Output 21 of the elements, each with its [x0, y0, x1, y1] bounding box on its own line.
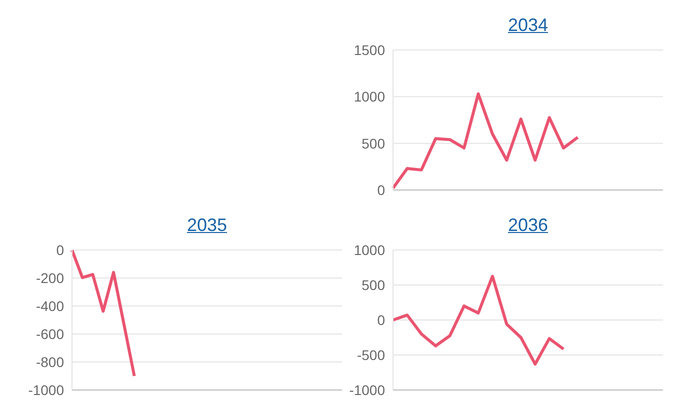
- y-tick-label: -1000: [349, 382, 386, 398]
- chart-title: 2034: [506, 14, 550, 37]
- y-tick-label: 1000: [354, 88, 386, 105]
- line-series: [392, 274, 566, 366]
- y-tick-label: -1000: [28, 382, 64, 398]
- y-tick-label: 1500: [354, 42, 386, 58]
- line-series: [392, 92, 580, 190]
- y-tick-label: 0: [377, 182, 386, 198]
- y-tick-label: 1000: [354, 242, 386, 258]
- y-tick-label: -400: [36, 298, 64, 314]
- y-tick-label: 0: [377, 312, 386, 328]
- y-tick-label: 0: [56, 242, 64, 258]
- chart-title: 2035: [186, 214, 228, 237]
- y-tick-label: -200: [36, 270, 64, 286]
- y-tick-label: 500: [362, 276, 386, 293]
- y-tick-label: -500: [356, 346, 386, 363]
- y-tick-label: -800: [36, 354, 64, 370]
- chart-title: 2036: [506, 214, 550, 237]
- y-tick-label: 500: [362, 135, 386, 152]
- line-series: [70, 250, 136, 378]
- y-tick-label: -600: [36, 326, 64, 342]
